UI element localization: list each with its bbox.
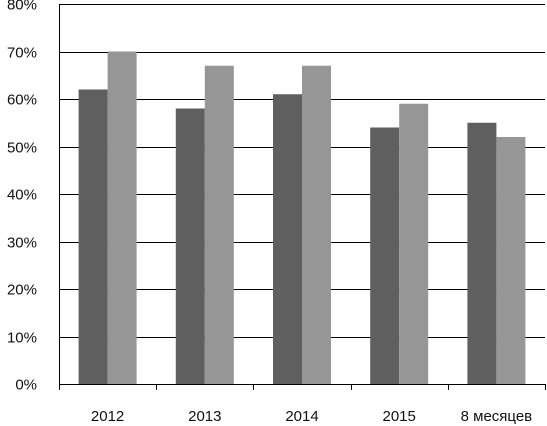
bar-series-2 (399, 103, 429, 384)
bar-series-1 (370, 127, 400, 384)
bar-series-2 (302, 65, 331, 384)
x-category-label: 2012 (91, 408, 124, 425)
y-tick-label: 40% (7, 187, 37, 204)
bar-series-1 (273, 94, 302, 384)
y-tick-label: 70% (7, 45, 37, 62)
x-category-label: 2015 (383, 408, 416, 425)
x-axis-category-labels: 2012 2013 2014 2015 8 месяцев (91, 408, 532, 425)
bar-series-1 (175, 108, 205, 384)
y-axis-tick-labels: 0% 10% 20% 30% 40% 50% 60% 70% 80% (7, 0, 37, 394)
bar-series-2 (204, 65, 234, 384)
y-tick-label: 30% (7, 235, 37, 252)
x-category-label: 8 месяцев (461, 408, 533, 425)
bar-series-2 (496, 137, 526, 384)
y-tick-label: 20% (7, 282, 37, 299)
y-tick-label: 0% (15, 377, 37, 394)
bars (78, 51, 526, 384)
y-tick-label: 60% (7, 92, 37, 109)
axes (59, 4, 546, 390)
y-tick-label: 50% (7, 140, 37, 157)
y-tick-label: 10% (7, 330, 37, 347)
bar-series-2 (107, 51, 137, 384)
bar-series-1 (467, 122, 497, 384)
x-category-label: 2013 (188, 408, 221, 425)
x-category-label: 2014 (285, 408, 318, 425)
y-tick-label: 80% (7, 0, 37, 14)
bar-series-1 (78, 89, 108, 384)
